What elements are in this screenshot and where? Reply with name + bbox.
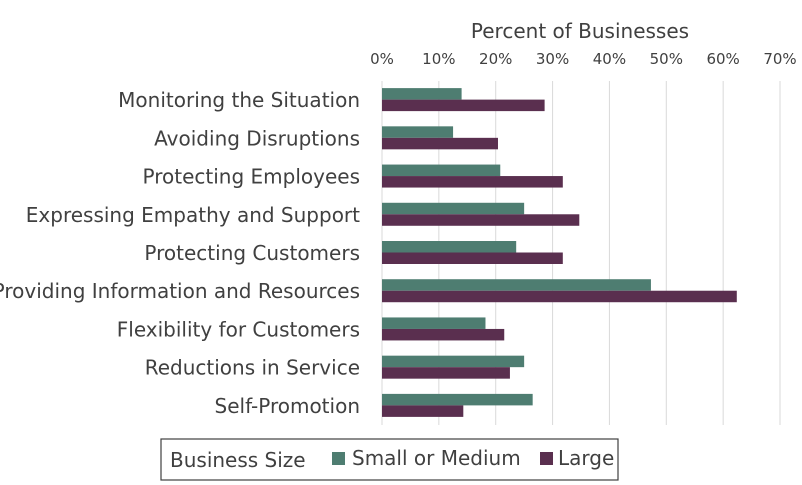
bar-large (382, 214, 580, 226)
x-tick-label: 0% (370, 50, 394, 68)
bar-small-or-medium (382, 202, 525, 215)
bar-large (382, 252, 563, 264)
x-tick-label: 30% (536, 50, 569, 68)
bar-large (382, 176, 563, 188)
bar-small-or-medium (382, 88, 462, 100)
x-axis-title: Percent of Businesses (471, 19, 689, 43)
category-label: Providing Information and Resources (0, 279, 360, 303)
bar-small-or-medium (382, 126, 454, 138)
legend-title: Business Size (170, 448, 306, 472)
category-label: Protecting Employees (143, 165, 360, 189)
bar-large (382, 405, 464, 417)
category-label: Self-Promotion (215, 394, 360, 418)
x-tick-label: 70% (763, 50, 796, 68)
category-label: Avoiding Disruptions (154, 126, 360, 150)
bar-large (382, 367, 510, 379)
bar-small-or-medium (382, 393, 533, 406)
bar-large (382, 137, 498, 150)
bar-small-or-medium (382, 241, 517, 253)
x-tick-label: 60% (706, 50, 739, 68)
x-tick-labels: 0% 10% 20% 30% 40% 50% 60% 70% (370, 50, 797, 68)
bar-small-or-medium (382, 355, 525, 368)
x-tick-label: 20% (479, 50, 512, 68)
category-label: Flexibility for Customers (117, 317, 360, 341)
x-tick-label: 50% (650, 50, 683, 68)
x-tick-label: 40% (593, 50, 626, 68)
bar-small-or-medium (382, 164, 501, 177)
category-labels: Monitoring the Situation Avoiding Disrupt… (0, 88, 360, 418)
legend-swatch-large (540, 452, 553, 465)
x-tick-label: 10% (422, 50, 455, 68)
category-label: Reductions in Service (145, 356, 360, 380)
bar-large (382, 290, 737, 303)
category-label: Protecting Customers (144, 241, 360, 265)
category-label: Expressing Empathy and Support (26, 203, 360, 227)
legend-label-small-or-medium: Small or Medium (352, 446, 521, 470)
legend-label-large: Large (558, 446, 614, 470)
bar-small-or-medium (382, 317, 486, 329)
bar-large (382, 328, 505, 341)
legend: Business Size Small or Medium Large (160, 438, 619, 481)
bars (382, 88, 737, 417)
legend-swatch-small-or-medium (332, 452, 345, 465)
bar-small-or-medium (382, 279, 651, 291)
bar-large (382, 99, 545, 112)
category-label: Monitoring the Situation (118, 88, 360, 112)
